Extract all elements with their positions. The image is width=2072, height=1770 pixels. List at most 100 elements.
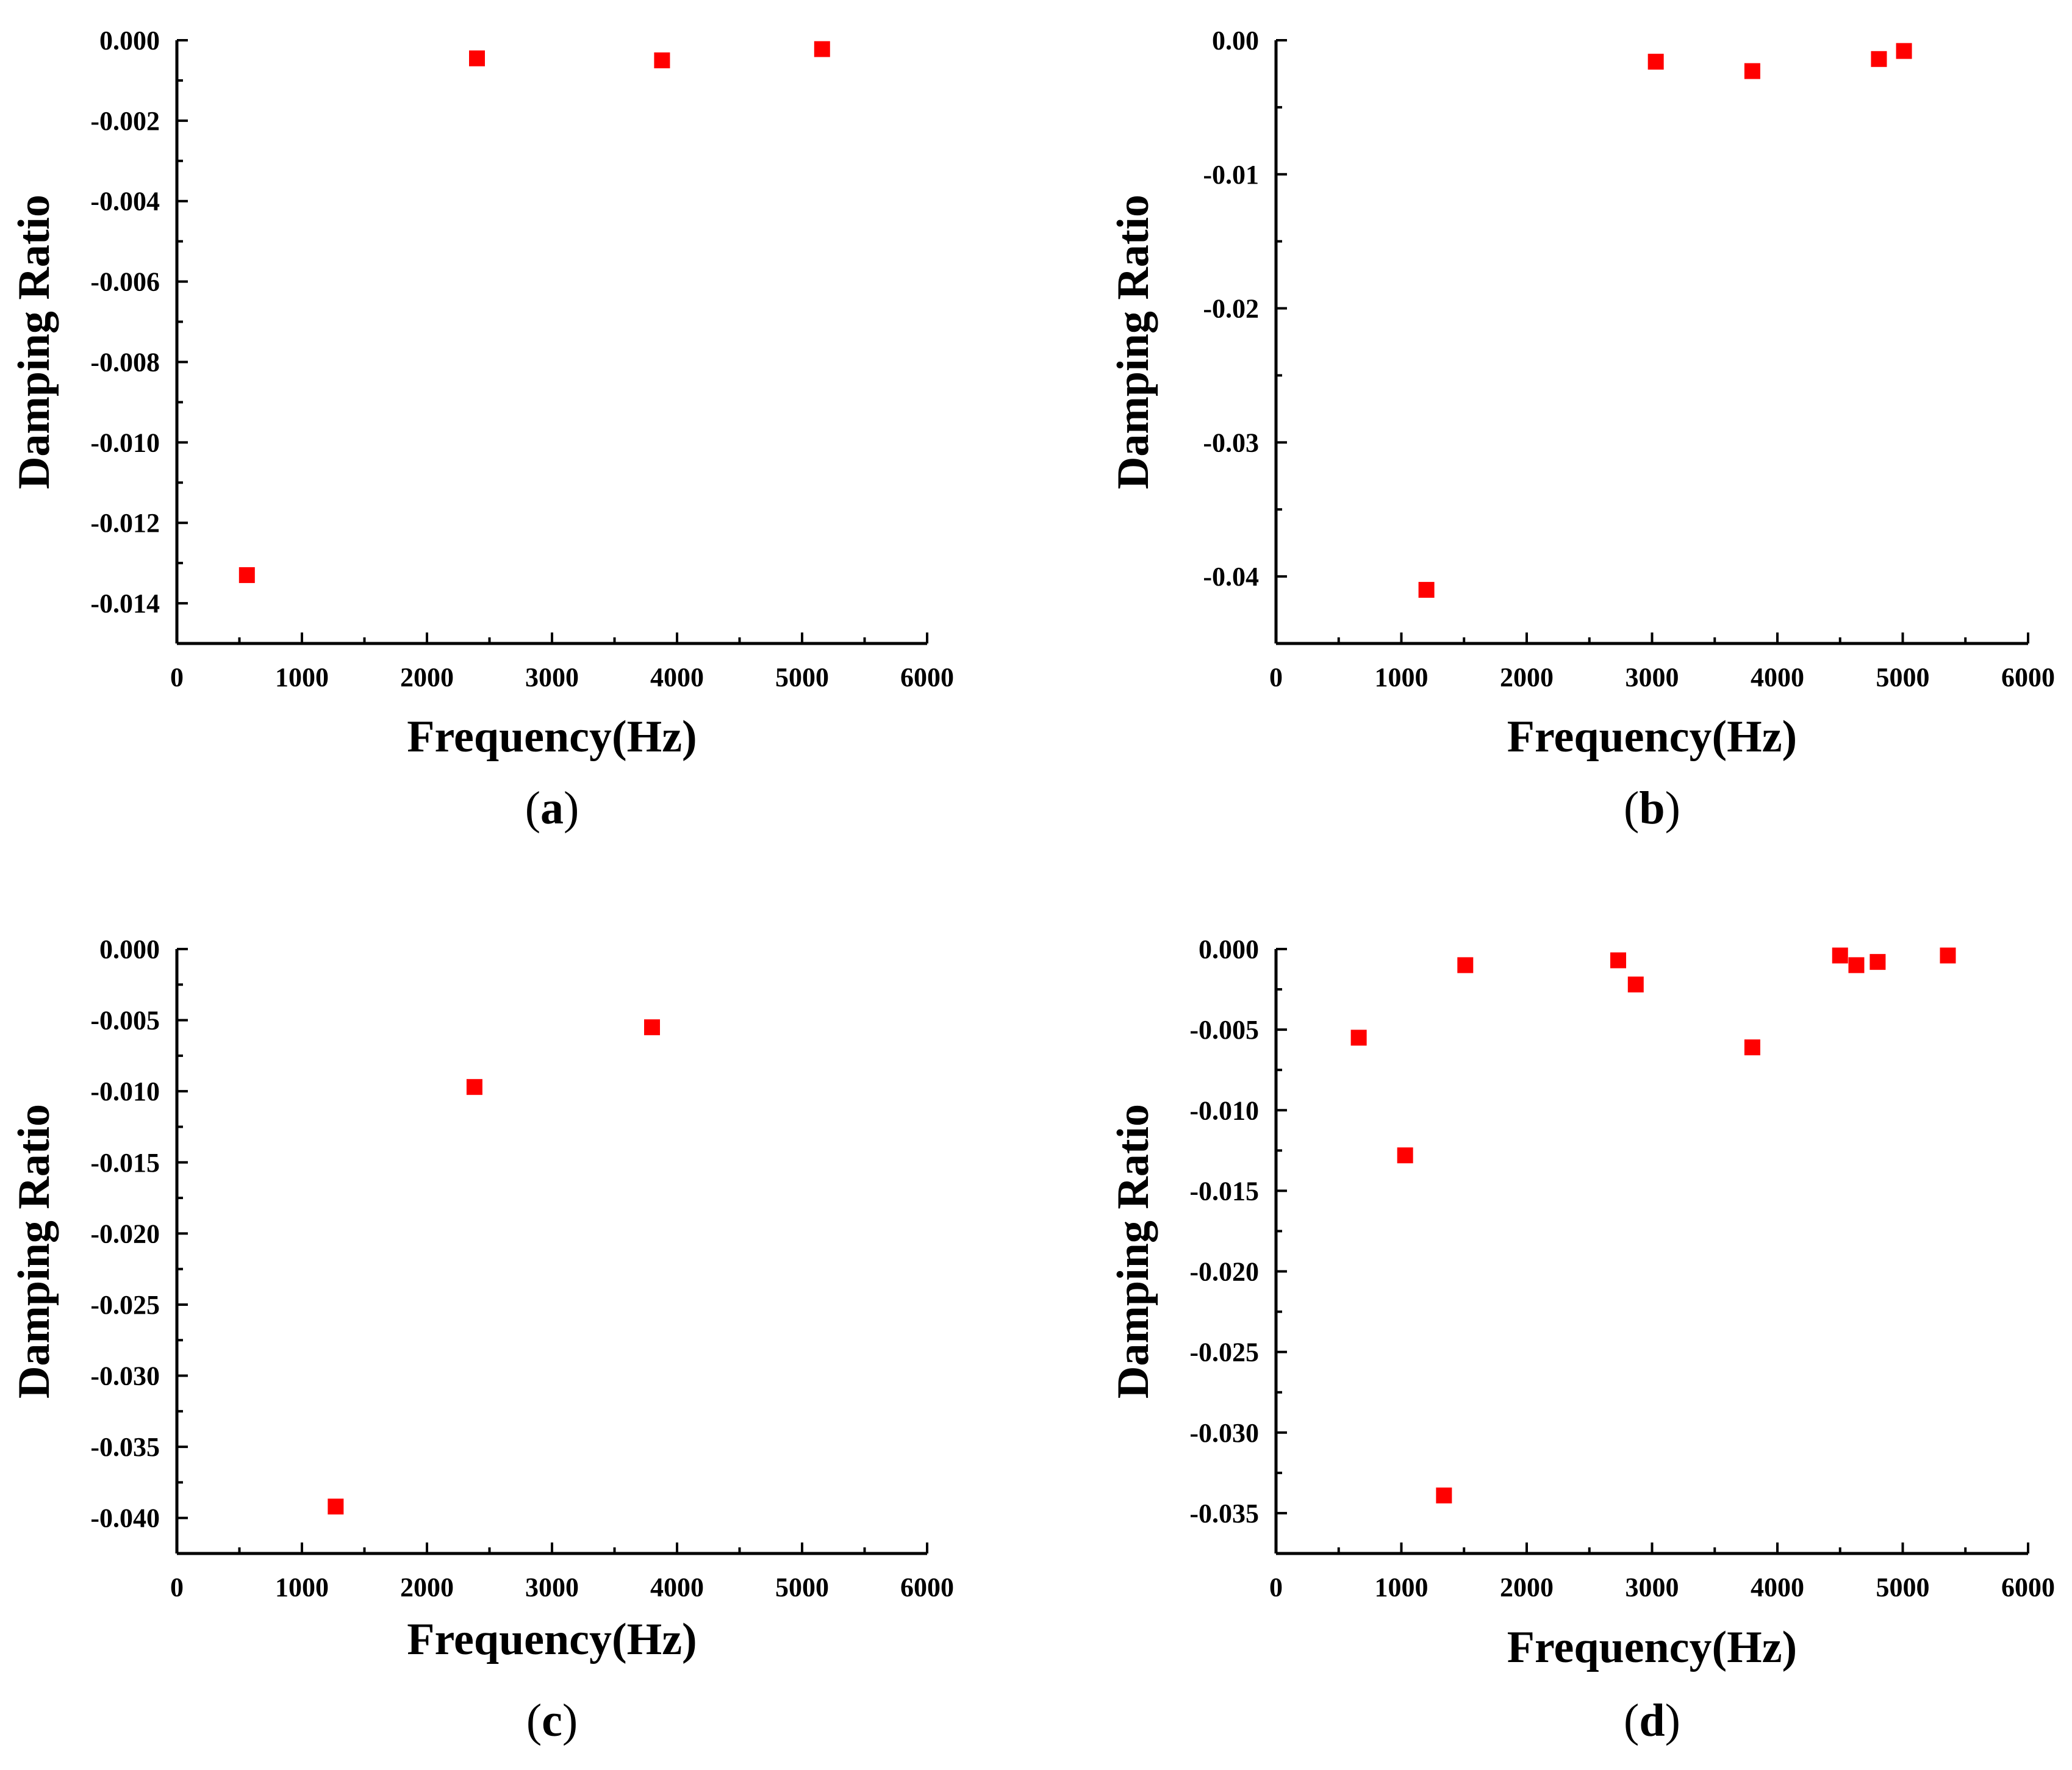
y-tick-label: -0.030 — [1189, 1418, 1259, 1448]
x-tick-label: 1000 — [275, 662, 329, 692]
y-tick-label: -0.010 — [90, 1077, 160, 1106]
x-axis-title: Frequency(Hz) — [1507, 1622, 1797, 1672]
panel-label-open-paren: ( — [525, 783, 540, 834]
x-tick-label: 0 — [170, 662, 184, 692]
x-tick-label: 3000 — [1626, 662, 1679, 692]
panel-label-open-paren: ( — [1624, 1695, 1639, 1746]
panel-label: (b) — [1624, 783, 1680, 834]
x-axis-title: Frequency(Hz) — [1507, 712, 1797, 762]
y-axis-title: Damping Ratio — [9, 1104, 59, 1399]
data-point — [1744, 1039, 1760, 1056]
y-tick-label: -0.008 — [90, 347, 160, 377]
y-tick-label: -0.005 — [90, 1006, 160, 1036]
y-tick-label: -0.015 — [90, 1148, 160, 1178]
x-tick-label: 1000 — [1375, 1572, 1429, 1602]
x-tick-label: 1000 — [275, 1572, 329, 1602]
y-tick-label: -0.035 — [1189, 1499, 1259, 1528]
panel-label-letter: b — [1639, 783, 1665, 834]
x-tick-label: 2000 — [1500, 1572, 1554, 1602]
x-tick-label: 1000 — [1375, 662, 1429, 692]
panel-label: (a) — [525, 783, 579, 834]
x-tick-label: 0 — [1269, 1572, 1283, 1602]
panel-label-letter: c — [542, 1695, 562, 1746]
panel-label-close-paren: ) — [562, 1695, 578, 1746]
data-point — [1896, 43, 1912, 59]
y-axis-title: Damping Ratio — [9, 195, 59, 489]
x-tick-label: 2000 — [400, 1572, 454, 1602]
y-tick-label: -0.006 — [90, 267, 160, 297]
panel-label-close-paren: ) — [1665, 1695, 1680, 1746]
y-tick-label: -0.020 — [90, 1219, 160, 1249]
x-tick-label: 4000 — [650, 662, 704, 692]
data-point — [1848, 957, 1865, 973]
panel-c: 0 1000 2000 3000 4000 5000 6000 0.000 -0.005 -0.0… — [9, 934, 954, 1746]
y-tick-label: -0.01 — [1203, 160, 1259, 190]
x-tick-label: 5000 — [775, 662, 829, 692]
y-tick-label: -0.010 — [90, 428, 160, 457]
y-tick-label: -0.015 — [1189, 1176, 1259, 1206]
data-point — [1397, 1147, 1413, 1164]
x-tick-label: 6000 — [2001, 662, 2055, 692]
y-tick-label: -0.030 — [90, 1361, 160, 1391]
panel-label: (d) — [1624, 1695, 1680, 1746]
y-tick-label: 0.000 — [99, 26, 160, 56]
y-tick-label: -0.020 — [1189, 1257, 1259, 1287]
x-axis-title: Frequency(Hz) — [407, 712, 697, 762]
data-point — [1871, 51, 1887, 67]
panel-label-letter: a — [540, 783, 564, 834]
data-point — [1350, 1030, 1367, 1046]
data-point — [1940, 947, 1956, 964]
data-point — [1436, 1487, 1452, 1503]
x-tick-label: 0 — [170, 1572, 184, 1602]
x-tick-label: 4000 — [1751, 1572, 1804, 1602]
x-tick-label: 5000 — [1876, 1572, 1930, 1602]
data-point — [814, 41, 830, 57]
x-tick-label: 0 — [1269, 662, 1283, 692]
panel-b: 0 1000 2000 3000 4000 5000 6000 0.00 -0.01 -0.02 -… — [1108, 26, 2055, 834]
x-tick-label: 4000 — [650, 1572, 704, 1602]
x-tick-label: 5000 — [1876, 662, 1930, 692]
y-tick-label: -0.010 — [1189, 1095, 1259, 1125]
data-point — [654, 52, 670, 68]
y-tick-label: 0.000 — [1199, 934, 1259, 964]
y-tick-label: -0.012 — [90, 508, 160, 538]
x-axis-title: Frequency(Hz) — [407, 1614, 697, 1664]
y-tick-label: -0.035 — [90, 1432, 160, 1462]
y-tick-label: -0.005 — [1189, 1015, 1259, 1045]
y-tick-label: -0.02 — [1203, 294, 1259, 324]
x-tick-label: 4000 — [1751, 662, 1804, 692]
data-point — [1744, 63, 1760, 79]
y-tick-label: -0.025 — [1189, 1338, 1259, 1367]
y-axis-title: Damping Ratio — [1108, 195, 1158, 489]
panel-label-close-paren: ) — [1665, 783, 1680, 834]
data-point — [238, 567, 255, 583]
y-tick-label: -0.004 — [90, 187, 160, 217]
y-tick-label: -0.025 — [90, 1290, 160, 1320]
y-tick-label: -0.040 — [90, 1503, 160, 1533]
data-point — [1610, 952, 1627, 969]
x-tick-label: 5000 — [775, 1572, 829, 1602]
y-tick-label: -0.014 — [90, 589, 160, 618]
panel-a: 0 1000 2000 3000 4000 5000 6000 0.000 -0.002 -0.0… — [9, 26, 954, 834]
panel-label-close-paren: ) — [564, 783, 579, 834]
x-tick-label: 3000 — [525, 1572, 579, 1602]
data-point — [1627, 976, 1644, 993]
panel-label-open-paren: ( — [1624, 783, 1639, 834]
data-point — [466, 1079, 482, 1095]
panel-d: 0 1000 2000 3000 4000 5000 6000 0.000 -0.005 -0.0… — [1108, 934, 2055, 1746]
x-tick-label: 6000 — [900, 662, 954, 692]
y-tick-label: -0.002 — [90, 106, 160, 136]
x-tick-label: 6000 — [2001, 1572, 2055, 1602]
panel-label: (c) — [526, 1695, 578, 1746]
data-point — [1457, 957, 1474, 973]
data-point — [1418, 582, 1435, 598]
panel-label-open-paren: ( — [526, 1695, 542, 1746]
y-tick-label: 0.000 — [99, 934, 160, 964]
data-point — [644, 1019, 660, 1036]
data-point — [1869, 954, 1886, 970]
x-tick-label: 2000 — [400, 662, 454, 692]
panel-label-letter: d — [1639, 1695, 1665, 1746]
y-tick-label: -0.03 — [1203, 428, 1259, 457]
data-point — [1832, 947, 1848, 964]
